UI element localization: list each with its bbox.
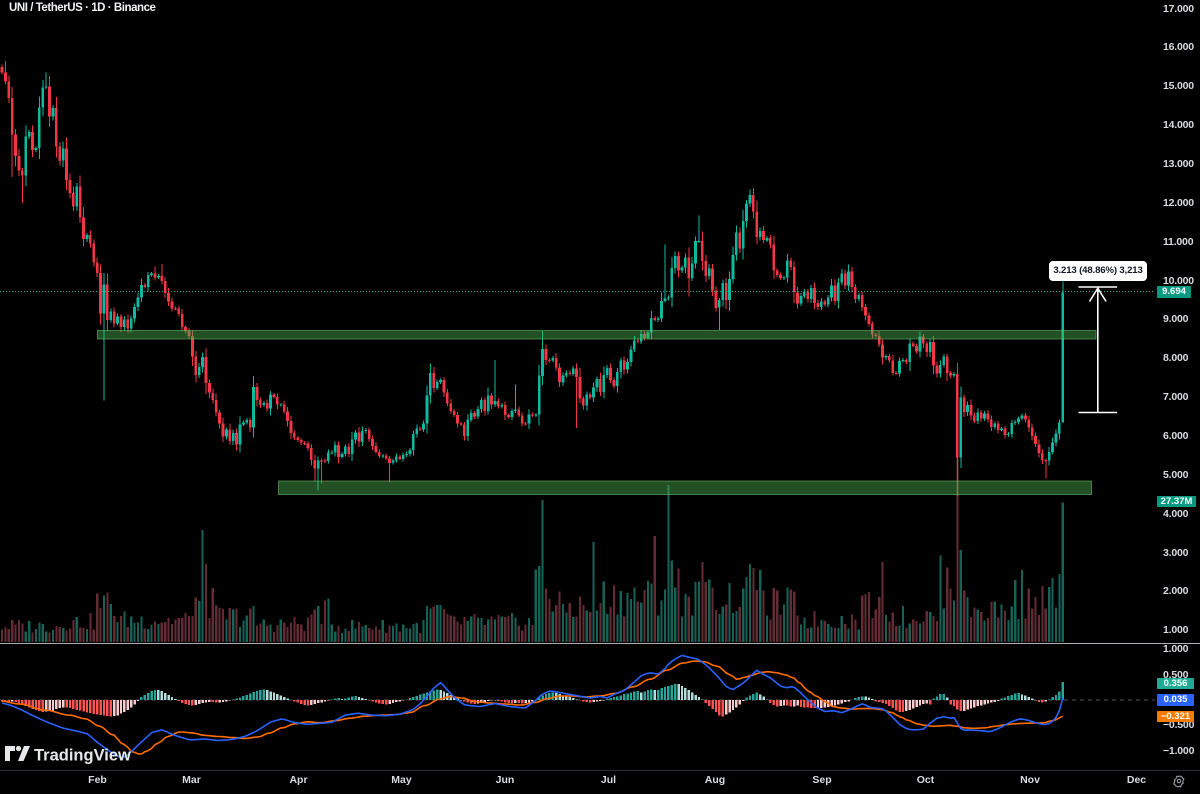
svg-text:TradingView: TradingView <box>34 747 131 765</box>
